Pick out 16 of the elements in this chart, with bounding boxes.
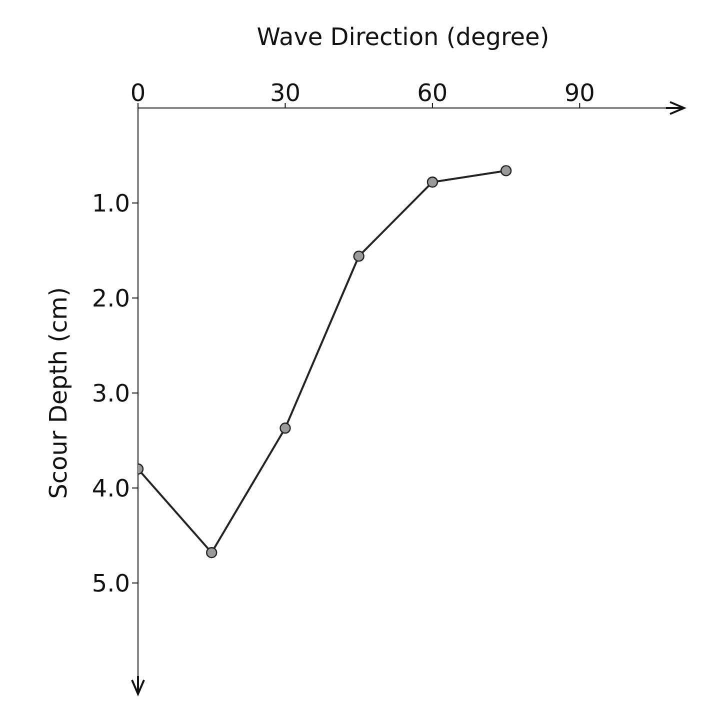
y-tick-label: 4.0 [92,474,130,503]
y-tick-label: 1.0 [92,190,130,218]
x-tick-label: 90 [564,79,595,107]
point [353,250,364,262]
x-tick-label: 30 [270,79,300,107]
point [426,176,438,188]
x-axis-title: Wave Direction (degree) [256,23,550,52]
y-tick-label: 5.0 [92,570,130,598]
point [280,422,291,434]
point [500,165,512,176]
y-tick-label: 3.0 [92,380,130,408]
x-tick-label: 60 [417,79,448,107]
x-tick-label: 0 [130,79,146,107]
point [206,547,218,558]
y-tick-label: 2.0 [92,284,130,313]
y-axis-title: Scour Depth (cm) [44,287,73,499]
